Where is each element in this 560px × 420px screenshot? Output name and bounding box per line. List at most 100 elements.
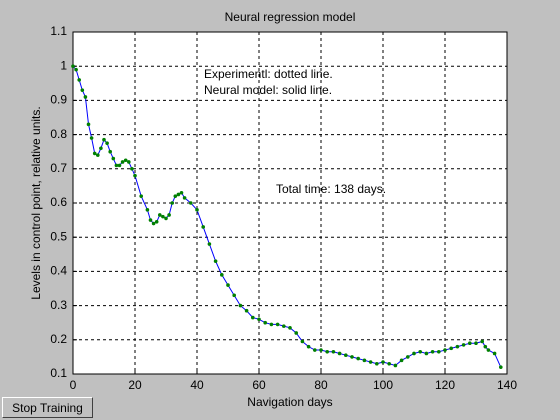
data-point [123, 158, 128, 163]
data-point [102, 137, 106, 142]
data-point [368, 360, 373, 364]
y-tick-label: 0.8 [50, 127, 67, 141]
data-point [154, 220, 159, 224]
data-point [86, 122, 91, 127]
data-point [418, 349, 423, 354]
data-point [325, 349, 330, 354]
data-point [139, 194, 143, 198]
data-point [130, 167, 134, 171]
data-point [120, 160, 125, 164]
data-point [492, 351, 497, 356]
data-point [474, 341, 478, 346]
data-point [189, 201, 193, 205]
data-point [486, 348, 491, 352]
data-point [257, 317, 261, 322]
data-point [220, 273, 224, 277]
x-tick-label: 60 [252, 378, 266, 392]
data-point [393, 363, 398, 368]
y-tick-label: 0.9 [50, 93, 67, 107]
data-point [406, 355, 410, 359]
data-point [232, 293, 236, 298]
data-point [151, 221, 156, 226]
data-point [269, 322, 274, 327]
data-point [80, 88, 85, 92]
data-point [424, 351, 429, 356]
data-point [437, 349, 441, 354]
data-point [201, 225, 205, 229]
data-point [83, 95, 88, 99]
data-point [96, 153, 100, 157]
annotation: Total time: 138 days. [276, 182, 386, 196]
data-point [89, 136, 94, 140]
data-point [483, 344, 488, 349]
data-point [244, 308, 249, 313]
data-point [164, 216, 168, 221]
data-point [92, 151, 97, 156]
data-point [381, 360, 385, 364]
annotation: Neural model: solid line. [204, 83, 332, 97]
data-point [499, 365, 503, 369]
data-point [443, 348, 447, 352]
data-point [251, 315, 255, 320]
data-point [399, 358, 404, 363]
data-point [176, 192, 181, 197]
data-point [350, 355, 354, 359]
data-point [282, 324, 286, 328]
y-tick-label: 0.3 [50, 298, 67, 312]
data-point [226, 283, 230, 287]
data-point [306, 344, 311, 349]
data-point [170, 201, 174, 205]
x-tick-label: 80 [314, 378, 328, 392]
y-tick-label: 1 [60, 58, 67, 72]
data-point [127, 160, 131, 164]
data-point [362, 358, 367, 363]
data-point [108, 149, 112, 154]
y-axis-label: Levels in control point, relative units. [29, 106, 43, 299]
data-point [105, 141, 109, 145]
y-tick-label: 0.2 [50, 332, 67, 346]
data-point [461, 343, 466, 347]
data-point [344, 353, 348, 357]
data-point [375, 361, 379, 366]
data-point [167, 213, 171, 217]
annotation: Experimentl: dotted line. [204, 67, 333, 81]
data-point [288, 326, 292, 330]
data-point [455, 344, 460, 349]
data-point [356, 356, 361, 361]
y-tick-label: 0.1 [50, 366, 67, 380]
data-point [449, 346, 454, 351]
data-point [195, 208, 199, 212]
data-point [238, 303, 243, 308]
x-tick-label: 140 [497, 378, 517, 392]
data-point [114, 163, 119, 168]
data-point [263, 320, 268, 325]
data-point [161, 214, 165, 219]
x-tick-label: 40 [190, 378, 204, 392]
data-point [331, 349, 336, 354]
data-point [179, 190, 184, 195]
data-point [182, 196, 187, 200]
data-point [158, 213, 162, 217]
data-point [74, 67, 78, 72]
x-axis-label: Navigation days [247, 395, 332, 409]
data-point [387, 361, 392, 366]
data-point [207, 242, 212, 246]
data-point [145, 208, 150, 212]
data-point [71, 64, 75, 68]
y-tick-label: 1.1 [50, 24, 67, 38]
data-point [275, 322, 280, 327]
data-point [319, 348, 323, 352]
y-tick-label: 0.6 [50, 195, 67, 209]
data-point [300, 339, 305, 344]
y-tick-label: 0.7 [50, 161, 67, 175]
data-point [480, 339, 485, 344]
data-point [173, 194, 178, 198]
y-tick-label: 0.4 [50, 264, 67, 278]
data-point [313, 348, 317, 352]
y-tick-label: 0.5 [50, 229, 67, 243]
data-point [412, 351, 416, 356]
x-tick-label: 0 [70, 378, 77, 392]
stop-training-button[interactable]: Stop Training [2, 397, 93, 418]
